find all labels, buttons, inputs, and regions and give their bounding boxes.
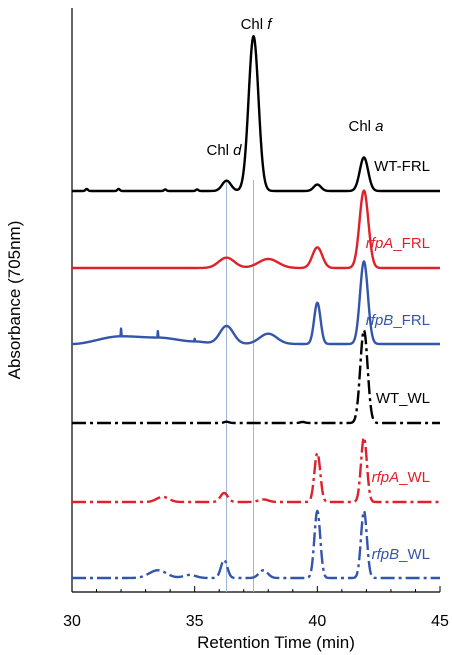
- peak-label-prefix: Chl: [206, 142, 233, 159]
- x-axis-title: Retention Time (min): [197, 633, 355, 652]
- peak-label: Chl a: [348, 118, 383, 135]
- trace-line: [71, 260, 441, 346]
- peak-label-prefix: Chl: [241, 16, 268, 33]
- trace-label: rfpB_FRL: [366, 312, 430, 329]
- trace-label: WT_WL: [376, 390, 430, 407]
- axes: 30 35 40 45 Retention Time (min) Absorbance (…: [5, 8, 449, 652]
- trace-line: [71, 35, 441, 193]
- peak-label: Chl d: [206, 142, 242, 159]
- peak-marker-lines: [226, 180, 255, 592]
- trace-label-italic: rfpB: [366, 312, 394, 329]
- peak-label-italic: d: [233, 142, 242, 159]
- trace-line: [71, 328, 441, 425]
- trace-line: [71, 509, 441, 580]
- traces: [71, 35, 441, 580]
- trace-label-italic: rfpA: [366, 235, 394, 252]
- trace-label-plain: WT_WL: [376, 390, 430, 407]
- peak-label-italic: f: [267, 16, 273, 33]
- trace-label: rfpA_FRL: [366, 235, 430, 252]
- trace-label-plain: _FRL: [392, 312, 430, 329]
- peak-label: Chl f: [241, 16, 274, 33]
- labels: WT-FRLrfpA_FRLrfpB_FRLWT_WLrfpA_WLrfpB_W…: [206, 16, 430, 563]
- trace-label: rfpB_WL: [372, 546, 430, 563]
- trace-label-plain: _WL: [398, 469, 430, 486]
- trace-label: WT-FRL: [374, 158, 430, 175]
- x-tick-label: 30: [63, 613, 81, 630]
- trace-label-italic: rfpA: [372, 469, 400, 486]
- trace-label-plain: _WL: [398, 546, 430, 563]
- x-tick-label: 35: [186, 613, 204, 630]
- trace-label: rfpA_WL: [372, 469, 430, 486]
- trace-label-plain: WT-FRL: [374, 158, 430, 175]
- x-tick-label: 45: [431, 613, 449, 630]
- y-axis-title: Absorbance (705nm): [5, 221, 24, 380]
- peak-label-prefix: Chl: [348, 118, 375, 135]
- trace-label-plain: _FRL: [392, 235, 430, 252]
- peak-label-italic: a: [375, 118, 383, 135]
- trace-line: [71, 189, 441, 270]
- x-tick-label: 40: [308, 613, 326, 630]
- trace-line: [71, 436, 441, 504]
- trace-label-italic: rfpB: [372, 546, 400, 563]
